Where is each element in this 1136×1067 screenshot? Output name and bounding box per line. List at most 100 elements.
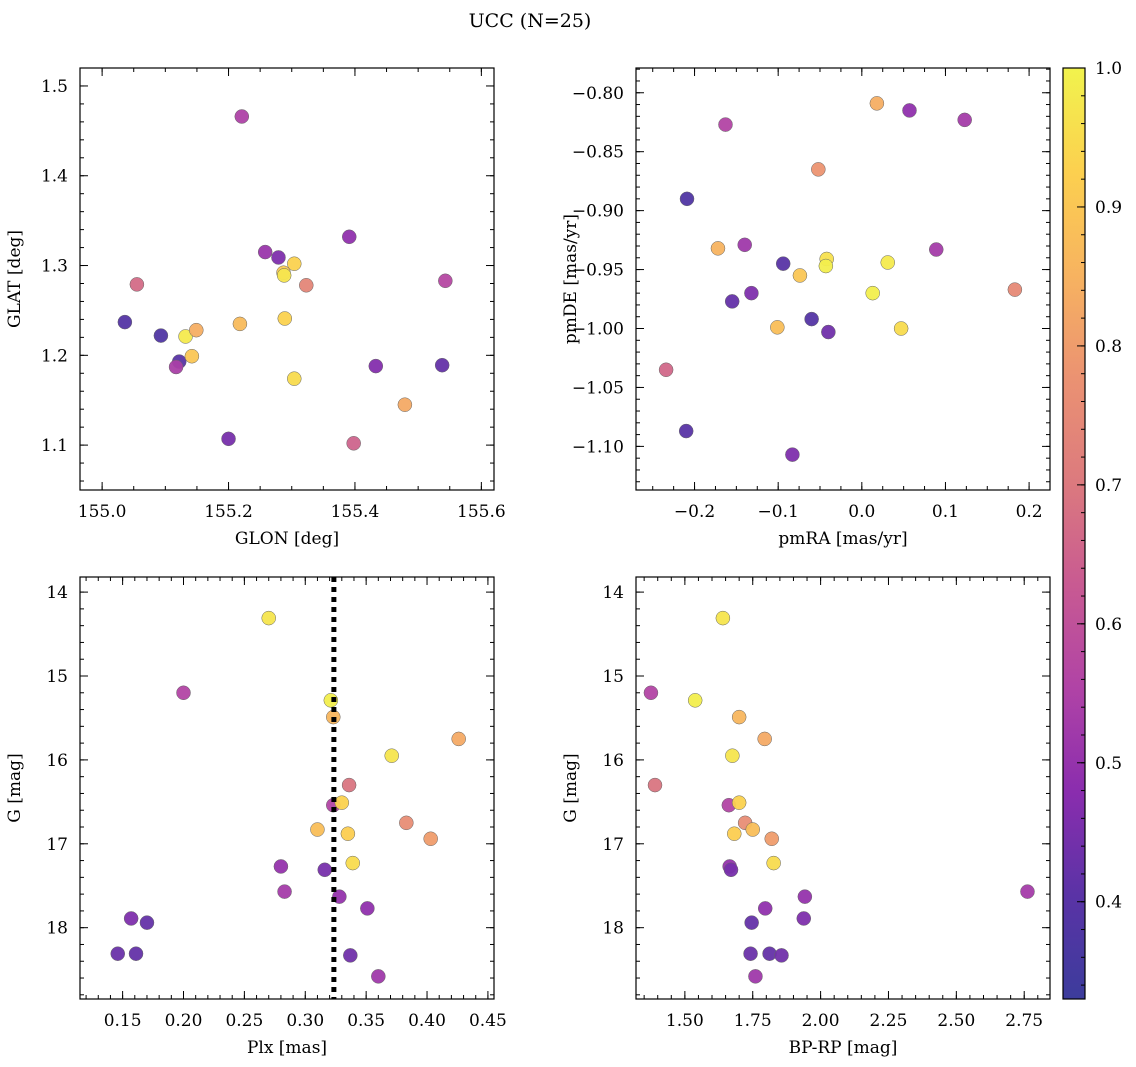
y-tick-label: 1.3	[41, 257, 68, 277]
scatter-point	[110, 946, 125, 961]
y-tick-label: 15	[46, 667, 68, 687]
x-tick-label: 0.40	[408, 1011, 446, 1031]
scatter-point	[168, 359, 184, 375]
panel-bprp-g: 1.50 1.75 2.00 2.25 2.50 2.75 14 15 16 17 18 BP-RP …	[561, 576, 1051, 1058]
x-tick-label: 2.00	[802, 1011, 840, 1031]
y-tick-label: 18	[602, 919, 624, 939]
scatter-point	[902, 103, 917, 118]
scatter-point	[737, 237, 752, 253]
scatter-point	[153, 328, 169, 343]
x-tick-label: 1.75	[734, 1011, 772, 1031]
panel-plx-g: 0.15 0.20 0.25 0.30 0.35 0.40 0.45 14 15 16 17 18 Pl…	[5, 576, 507, 1058]
scatter-point	[723, 862, 739, 878]
scatter-point	[687, 693, 703, 708]
colorbar-tick-label: 1.0	[1095, 59, 1122, 79]
x-tick-label: 0.1	[932, 502, 959, 522]
scatter-point	[341, 777, 357, 793]
scatter-point	[724, 294, 740, 309]
x-axis-label: BP-RP [mag]	[789, 1038, 898, 1058]
scatter-point	[184, 348, 200, 364]
scatter-point	[299, 278, 314, 293]
scatter-points	[643, 610, 1035, 984]
scatter-point	[869, 96, 885, 111]
scatter-point	[384, 748, 399, 763]
scatter-point	[710, 241, 726, 256]
scatter-point	[1007, 282, 1023, 297]
y-tick-label: −0.95	[572, 261, 624, 281]
colorbar-tick-label: 0.8	[1095, 337, 1122, 357]
colorbar-tick-label: 0.4	[1095, 893, 1122, 913]
scatter-point	[757, 731, 772, 747]
scatter-point	[178, 329, 193, 344]
x-tick-label: 0.15	[104, 1011, 142, 1031]
colorbar-frame	[1062, 67, 1086, 1000]
scatter-point	[775, 256, 791, 271]
y-tick-label: 1.4	[41, 167, 68, 187]
colorbar-tick-label: 0.6	[1095, 615, 1122, 635]
scatter-point	[310, 822, 325, 837]
x-tick-label: 2.75	[1005, 1011, 1043, 1031]
scatter-point	[643, 685, 659, 701]
x-tick-label: 0.2	[1016, 502, 1043, 522]
y-tick-label: −0.90	[572, 202, 624, 222]
y-tick-label: 1.5	[41, 77, 68, 97]
scatter-point	[893, 321, 909, 336]
scatter-point	[323, 693, 339, 708]
scatter-point	[743, 946, 758, 961]
scatter-point	[273, 859, 289, 874]
scatter-point	[731, 795, 747, 810]
axes-frame	[79, 67, 495, 491]
y-tick-label: −1.10	[572, 437, 624, 457]
scatter-point	[271, 250, 286, 265]
scatter-point	[678, 423, 694, 439]
scatter-point	[287, 371, 302, 386]
scatter-point	[423, 831, 438, 847]
colorbar-tick-label: 0.7	[1095, 476, 1122, 496]
scatter-point	[334, 795, 350, 810]
scatter-points	[658, 96, 1023, 462]
y-tick-label: 18	[46, 919, 68, 939]
panel-pmra-pmde: −0.2 −0.1 0.0 0.1 0.2 −1.10 −1.05 −1.00 −0.95 −0.…	[561, 67, 1051, 549]
x-tick-label: 0.20	[165, 1011, 203, 1031]
x-axis-label: Plx [mas]	[247, 1038, 327, 1058]
scatter-point	[748, 969, 763, 984]
scatter-point	[679, 191, 695, 207]
scatter-point	[189, 322, 204, 338]
scatter-point	[757, 901, 773, 916]
x-tick-label: 2.50	[937, 1011, 975, 1031]
scatter-point	[399, 815, 414, 831]
scatter-point	[792, 268, 808, 283]
panel-glon-glat: 155.0 155.2 155.4 155.6 1.1 1.2 1.3 1.4 1.5 GLON …	[5, 67, 506, 549]
scatter-point	[451, 731, 466, 747]
y-tick-label: 1.1	[41, 436, 68, 456]
scatter-point	[360, 901, 375, 916]
y-tick-label: −0.85	[572, 143, 624, 163]
y-tick-label: 1.2	[41, 346, 68, 366]
panels: 155.0 155.2 155.4 155.6 1.1 1.2 1.3 1.4 1.5 GLON …	[5, 67, 1051, 1058]
scatter-point	[276, 268, 292, 283]
scatter-point	[277, 884, 292, 899]
scatter-point	[397, 397, 413, 412]
x-tick-label: 1.50	[666, 1011, 704, 1031]
scatter-point	[715, 610, 731, 626]
scatter-point	[129, 277, 145, 292]
x-tick-label: 155.2	[204, 502, 253, 522]
colorbar: 0.4 0.5 0.6 0.7 0.8 0.9 1.0	[1062, 59, 1122, 1000]
x-tick-label: 0.35	[347, 1011, 385, 1031]
x-tick-label: 0.45	[469, 1011, 507, 1031]
scatter-point	[371, 969, 386, 984]
scatter-points	[110, 610, 466, 984]
scatter-point	[317, 862, 332, 878]
y-tick-label: 14	[602, 583, 624, 603]
scatter-point	[221, 431, 236, 447]
scatter-point	[811, 162, 826, 177]
x-tick-label: 155.4	[331, 502, 380, 522]
scatter-point	[368, 358, 384, 374]
scatter-point	[796, 911, 812, 926]
y-tick-label: 14	[46, 583, 68, 603]
scatter-point	[727, 826, 742, 841]
x-tick-label: 2.25	[870, 1011, 908, 1031]
x-axis-label: GLON [deg]	[235, 529, 339, 549]
x-axis-label: pmRA [mas/yr]	[778, 529, 907, 549]
